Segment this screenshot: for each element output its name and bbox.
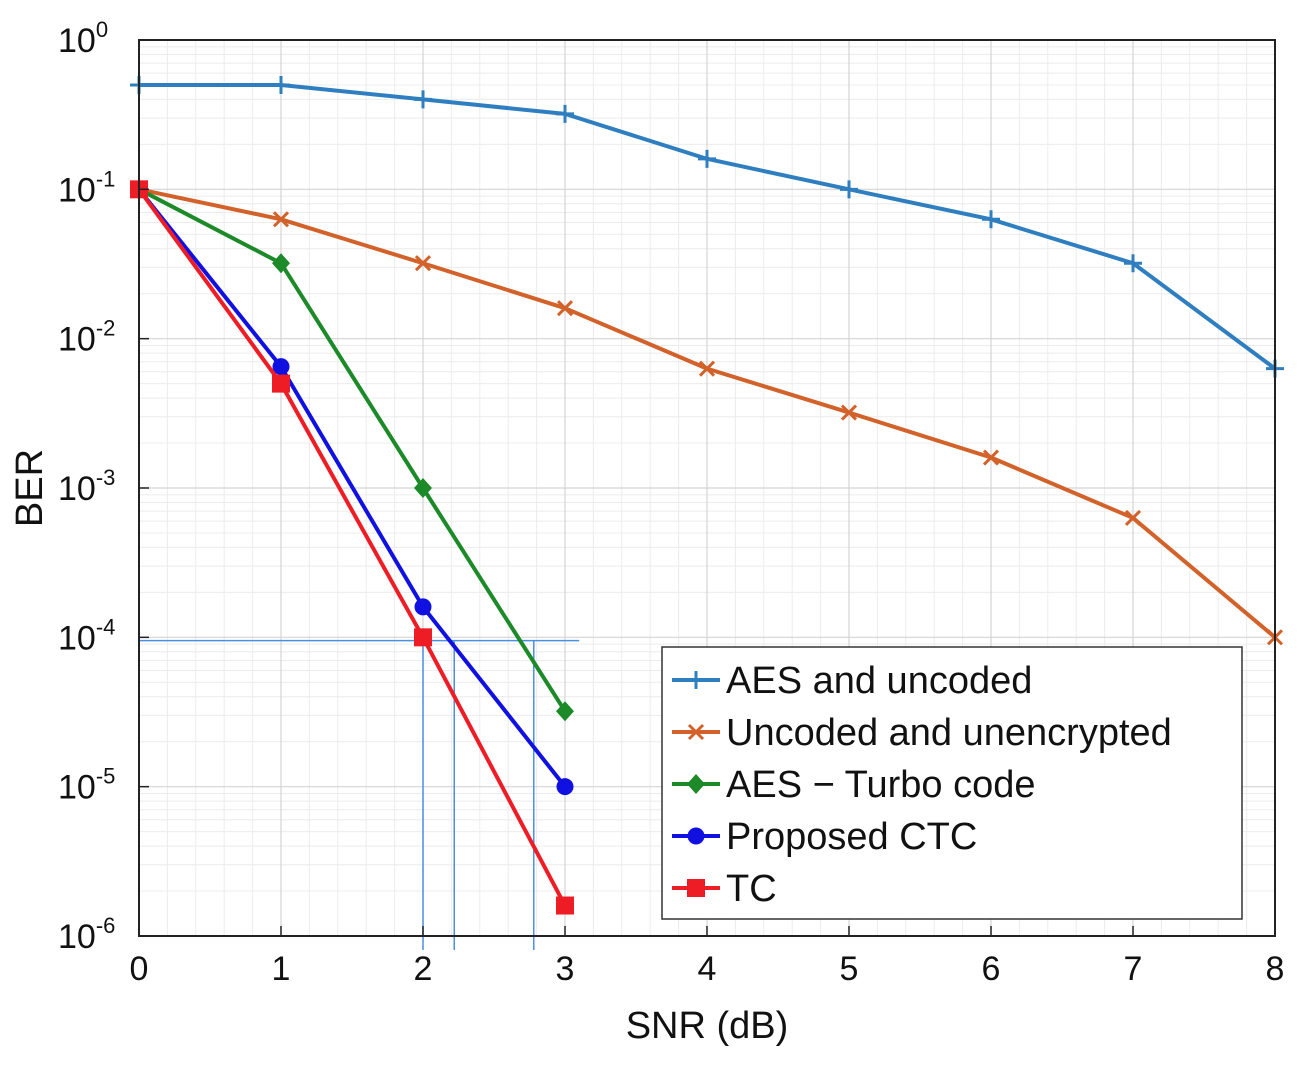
y-axis-title: BER (9, 449, 51, 527)
data-point (982, 210, 1000, 229)
x-tick-label: 7 (1124, 950, 1143, 988)
legend-item: AES and uncoded (672, 660, 1032, 702)
x-tick-label: 6 (982, 950, 1001, 988)
data-point (840, 180, 858, 199)
y-tick-base: 10 (58, 171, 96, 209)
legend-item: AES − Turbo code (672, 764, 1035, 806)
y-tick-label: 10-5 (58, 764, 115, 807)
data-point (272, 374, 290, 393)
legend-label: TC (726, 868, 777, 910)
y-tick-label: 10-1 (58, 166, 115, 209)
legend-marker (687, 879, 705, 897)
series-line (137, 188, 567, 907)
y-tick-exponent: -3 (96, 465, 116, 490)
x-tick-label: 1 (272, 950, 291, 988)
y-tick-label: 100 (58, 17, 108, 60)
y-tick-base: 10 (58, 619, 96, 657)
y-tick-base: 10 (58, 22, 96, 60)
y-tick-base: 10 (58, 769, 96, 807)
data-point (1124, 509, 1142, 527)
legend-marker (687, 671, 705, 689)
x-axis-title: SNR (dB) (626, 1005, 789, 1047)
data-point (414, 628, 432, 647)
y-tick-label: 10-4 (58, 614, 115, 657)
data-point (414, 478, 432, 498)
y-tick-exponent: -5 (96, 764, 116, 789)
data-point (698, 149, 716, 168)
legend-item: Uncoded and unencrypted (672, 712, 1172, 754)
data-point (414, 90, 432, 109)
series-line (137, 188, 567, 788)
legend-box (661, 646, 1243, 920)
data-point (1124, 254, 1142, 273)
legend-label: Uncoded and unencrypted (726, 712, 1172, 754)
data-point (414, 598, 432, 616)
x-tick-label: 4 (698, 950, 717, 988)
legend-marker (687, 774, 705, 794)
data-point (840, 404, 858, 421)
legend: AES and uncoded Uncoded and unencrypted AE… (661, 646, 1243, 920)
data-point (698, 360, 716, 377)
x-tick-label: 5 (840, 950, 859, 988)
data-point (414, 255, 432, 272)
x-tick-label: 0 (130, 950, 149, 988)
y-tick-exponent: 0 (96, 17, 108, 42)
y-tick-label: 10-2 (58, 316, 115, 359)
legend-marker (687, 827, 705, 845)
y-tick-base: 10 (58, 470, 96, 508)
legend-label: AES − Turbo code (726, 764, 1035, 806)
y-tick-exponent: -6 (96, 913, 116, 938)
legend-marker (687, 723, 705, 741)
legend-item: Proposed CTC (672, 816, 977, 858)
y-tick-exponent: -4 (96, 614, 116, 639)
series-line (138, 187, 567, 713)
y-tick-label: 10-6 (58, 913, 115, 956)
y-tick-base: 10 (58, 321, 96, 359)
data-point (272, 211, 290, 228)
data-point (272, 75, 290, 94)
data-point (556, 778, 574, 796)
y-tick-exponent: -1 (96, 166, 116, 191)
legend-label: Proposed CTC (726, 816, 977, 858)
x-tick-label: 8 (1266, 950, 1285, 988)
legend-item: TC (672, 868, 777, 910)
data-point (556, 896, 574, 915)
data-point (556, 300, 574, 317)
data-point (556, 104, 574, 123)
y-tick-exponent: -2 (96, 316, 116, 341)
data-point (272, 253, 290, 274)
legend-label: AES and uncoded (726, 660, 1032, 702)
x-tick-label: 3 (556, 950, 575, 988)
x-tick-label: 2 (414, 950, 433, 988)
data-point (556, 701, 574, 722)
y-tick-base: 10 (58, 918, 96, 956)
y-tick-label: 10-3 (58, 465, 115, 508)
data-point (272, 358, 290, 376)
data-point (982, 449, 1000, 466)
series-5 (130, 180, 574, 915)
